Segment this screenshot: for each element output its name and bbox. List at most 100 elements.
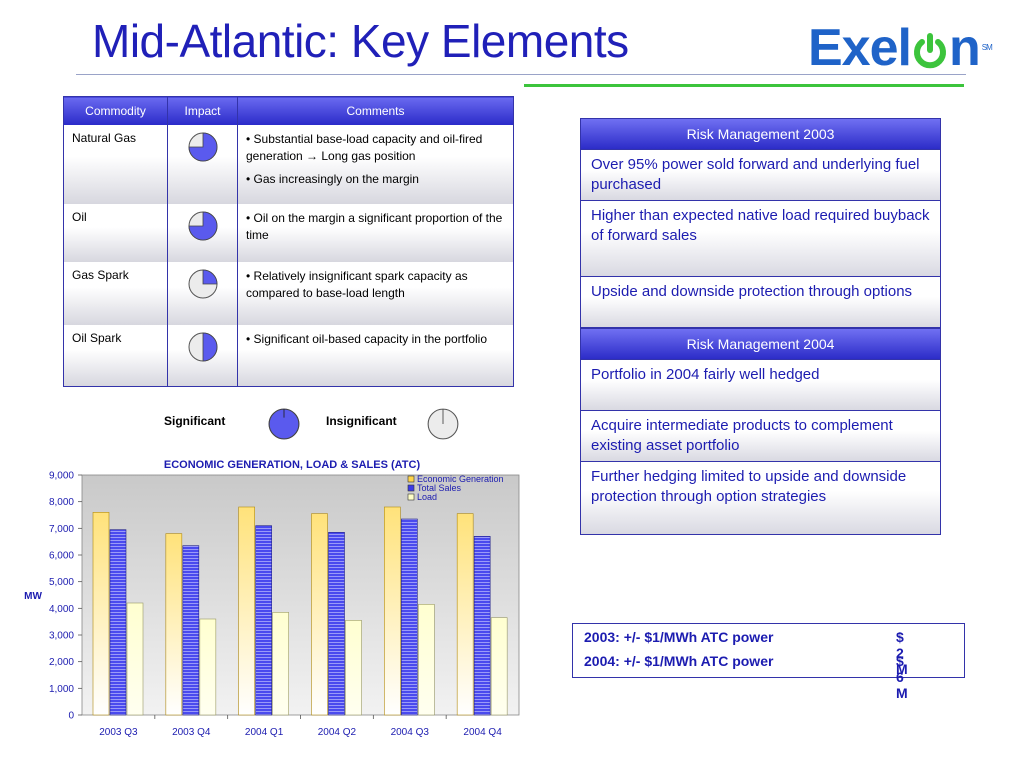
logo-text-right: n [948, 19, 981, 77]
bar-total-sales [182, 545, 200, 716]
legend-entry: Load [417, 492, 437, 502]
table-row: Gas Spark • Relatively insignificant spa… [63, 262, 514, 325]
generation-load-sales-chart: ECONOMIC GENERATION, LOAD & SALES (ATC) … [24, 459, 520, 738]
impact-pie-icon [188, 332, 217, 362]
atc-value: $ 6 M [896, 653, 908, 701]
header-impact: Impact [167, 96, 238, 125]
y-tick-label: 3,000 [49, 631, 74, 642]
header-commodity: Commodity [63, 96, 168, 125]
commodity-table: Commodity Impact Comments Natural Gas • … [63, 96, 514, 387]
bar-total-sales [401, 518, 418, 716]
y-tick-label: 8,000 [49, 497, 74, 508]
atc-sensitivity-box: 2003: +/- $1/MWh ATC power $ 2 M 2004: +… [572, 623, 965, 701]
bar-load [418, 604, 435, 716]
logo-sm: SM [981, 43, 993, 52]
commodity-cell: Oil Spark [63, 325, 168, 386]
bar-total-sales [109, 529, 127, 716]
x-tick-label: 2004 Q2 [318, 727, 357, 738]
legend-entry: Economic Generation [417, 474, 504, 484]
x-tick-label: 2004 Q1 [245, 727, 284, 738]
comment-bullet: • Oil on the margin a significant propor… [246, 211, 503, 242]
comments-cell: • Relatively insignificant spark capacit… [237, 262, 514, 325]
impact-pie-icon [188, 132, 217, 162]
impact-cell [167, 204, 238, 262]
accent-divider [524, 84, 964, 87]
risk-2003-header: Risk Management 2003 [581, 119, 940, 150]
y-tick-label: 4,000 [49, 604, 74, 615]
legend-significant-label: Significant [164, 414, 226, 428]
atc-label: 2003: +/- $1/MWh ATC power [584, 629, 774, 645]
exelon-logo: Exel n SM [808, 19, 993, 77]
commodity-cell: Natural Gas [63, 125, 168, 204]
risk-management-2004-panel: Risk Management 2004 Portfolio in 2004 f… [580, 328, 941, 535]
comment-bullet: • Significant oil-based capacity in the … [246, 332, 488, 346]
impact-cell [167, 125, 238, 204]
bar-economic-generation [165, 533, 183, 716]
y-tick-label: 5,000 [49, 577, 74, 588]
comments-cell: • Significant oil-based capacity in the … [237, 325, 514, 386]
risk-2004-item: Further hedging limited to upside and do… [581, 462, 940, 534]
x-tick-label: 2003 Q3 [99, 727, 138, 738]
commodity-cell: Oil [63, 204, 168, 262]
bar-economic-generation [384, 506, 401, 716]
legend-swatch [407, 475, 415, 483]
atc-label: 2004: +/- $1/MWh ATC power [584, 653, 774, 669]
y-tick-label: 9,000 [49, 471, 74, 482]
y-tick-label: 2,000 [49, 657, 74, 668]
table-header-row: Commodity Impact Comments [63, 96, 514, 125]
commodity-cell: Gas Spark [63, 262, 168, 325]
risk-2003-item: Over 95% power sold forward and underlyi… [581, 150, 940, 201]
atc-value: $ 2 M [896, 629, 908, 677]
comment-bullet: • Gas increasingly on the margin [246, 172, 419, 186]
legend-swatch [407, 493, 415, 501]
logo-text-left: Exel [808, 19, 912, 77]
atc-row: 2004: +/- $1/MWh ATC power $ 6 M [584, 653, 908, 701]
risk-2003-item: Higher than expected native load require… [581, 201, 940, 277]
y-tick-label: 0 [68, 711, 74, 722]
risk-2004-item: Portfolio in 2004 fairly well hedged [581, 360, 940, 411]
bar-load [199, 618, 217, 716]
impact-cell [167, 325, 238, 386]
page-title: Mid-Atlantic: Key Elements [92, 15, 629, 67]
x-tick-label: 2003 Q4 [172, 727, 211, 738]
y-axis-label: MW [24, 591, 42, 602]
bar-total-sales [328, 532, 345, 716]
risk-management-2003-panel: Risk Management 2003 Over 95% power sold… [580, 118, 941, 328]
impact-pie-icon [188, 269, 217, 299]
risk-2003-item: Upside and downside protection through o… [581, 277, 940, 327]
comments-cell: • Substantial base-load capacity and oil… [237, 125, 514, 204]
x-tick-label: 2004 Q4 [463, 727, 502, 738]
impact-pie-icon [188, 211, 217, 241]
impact-cell [167, 262, 238, 325]
header-comments: Comments [237, 96, 514, 125]
bar-economic-generation [456, 513, 474, 716]
legend-swatch [407, 484, 415, 492]
title-divider [76, 74, 966, 75]
table-row: Natural Gas • Substantial base-load capa… [63, 125, 514, 204]
comment-bullet: • Relatively insignificant spark capacit… [246, 269, 468, 300]
atc-row: 2003: +/- $1/MWh ATC power $ 2 M [584, 629, 908, 677]
chart-title: ECONOMIC GENERATION, LOAD & SALES (ATC) [164, 459, 421, 471]
bar-economic-generation [311, 513, 328, 716]
legend-significant-pie-icon [268, 408, 300, 440]
legend-entry: Total Sales [417, 483, 462, 493]
x-tick-label: 2004 Q3 [391, 727, 430, 738]
risk-2004-item: Acquire intermediate products to complem… [581, 411, 940, 462]
bar-load [272, 612, 289, 716]
bar-load [345, 620, 362, 716]
comments-cell: • Oil on the margin a significant propor… [237, 204, 514, 262]
bar-total-sales [255, 525, 272, 716]
power-icon [912, 24, 948, 69]
bar-total-sales [473, 536, 491, 716]
y-tick-label: 6,000 [49, 551, 74, 562]
legend-insignificant-pie-icon [427, 408, 459, 440]
comment-bullet: • Substantial base-load capacity and oil… [246, 132, 483, 163]
table-row: Oil Spark • Significant oil-based capaci… [63, 325, 514, 386]
bar-load [490, 617, 508, 716]
y-tick-label: 1,000 [49, 684, 74, 695]
plot-area [81, 474, 520, 716]
y-tick-label: 7,000 [49, 524, 74, 535]
risk-2004-header: Risk Management 2004 [581, 329, 940, 360]
legend-insignificant-label: Insignificant [326, 414, 397, 428]
